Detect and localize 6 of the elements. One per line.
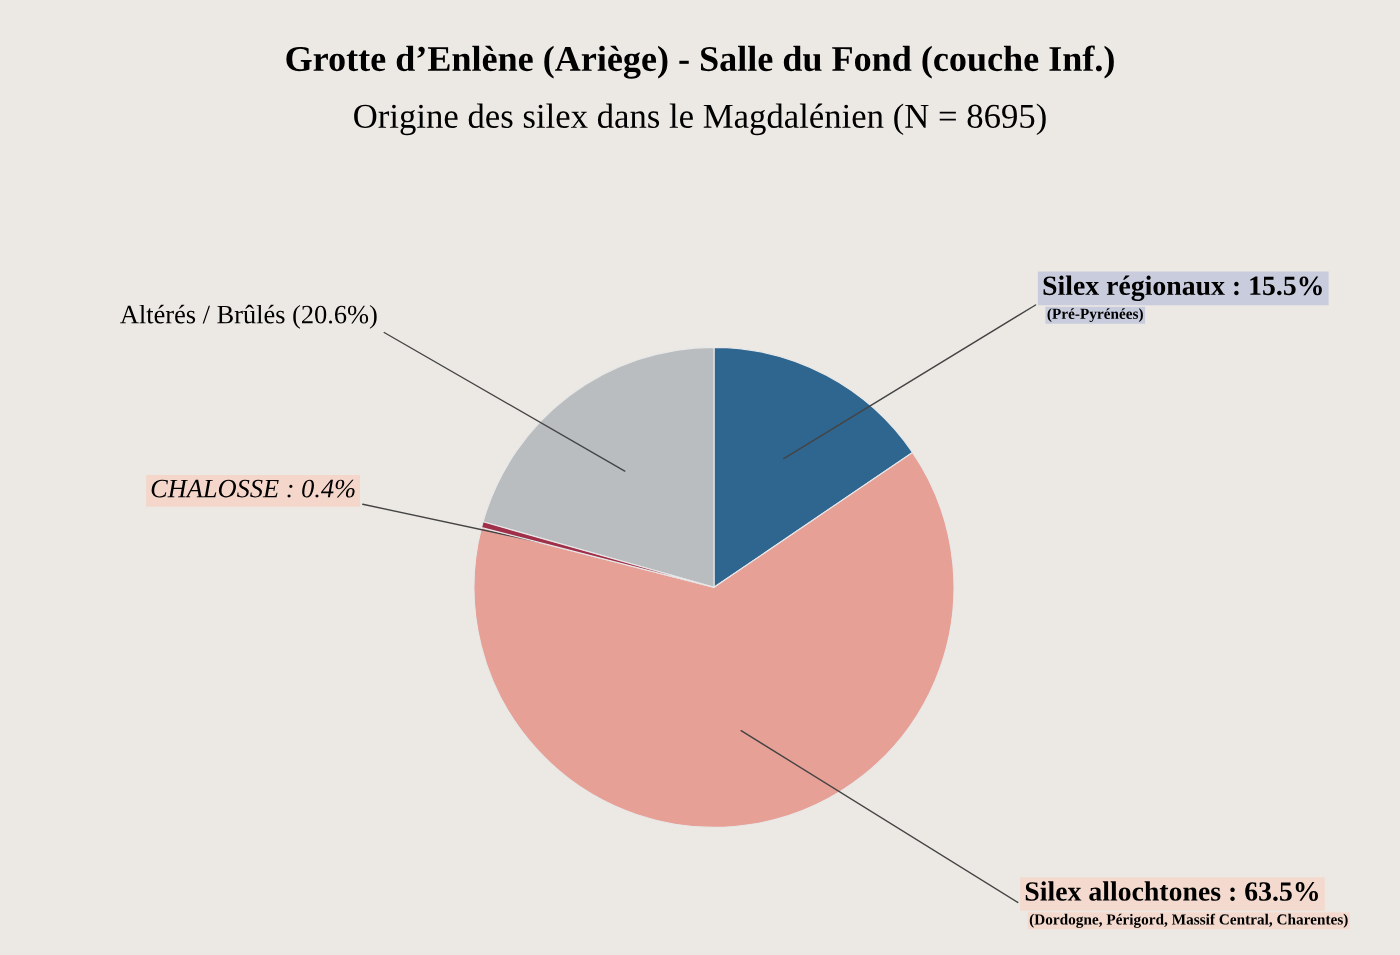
category-label: Silex allochtones : 63.5% (Dordogne, Périgord, Massif Central, Charentes) <box>1025 881 1348 928</box>
slice-label: CHALOSSE : 0.4% <box>151 479 355 498</box>
category-label: Silex régionaux : 15.5% (Pré-Pyrénées) <box>1043 275 1322 323</box>
chart-subtitle: Origine des silex dans le Magdalénien (N = 8695) <box>354 103 1046 136</box>
slice-label: Altérés / Brûlés (20.6%) <box>120 304 377 329</box>
chart-title: Grotte d’Enlène (Ariège) - Salle du Fond (couche Inf.) <box>286 45 1114 79</box>
